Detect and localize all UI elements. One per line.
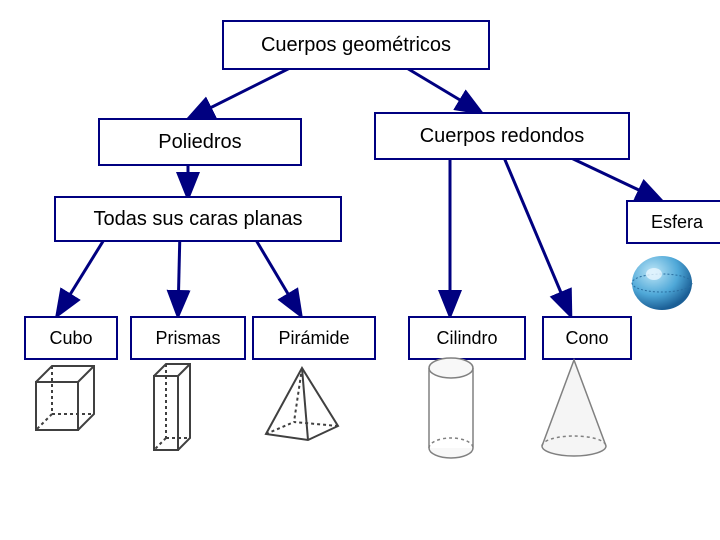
node-poliedros-label: Poliedros <box>158 131 241 154</box>
cylinder-icon <box>424 356 478 460</box>
sphere-icon <box>630 254 694 312</box>
node-piramide: Pirámide <box>252 316 376 360</box>
node-esfera: Esfera <box>626 200 720 244</box>
node-piramide-label: Pirámide <box>278 328 349 349</box>
node-esfera-label: Esfera <box>651 212 703 233</box>
node-root-label: Cuerpos geométricos <box>261 34 451 57</box>
cube-icon <box>32 362 98 436</box>
node-cilindro: Cilindro <box>408 316 526 360</box>
node-cubo-label: Cubo <box>49 328 92 349</box>
node-redondos-label: Cuerpos redondos <box>420 125 585 148</box>
node-cubo: Cubo <box>24 316 118 360</box>
node-cilindro-label: Cilindro <box>436 328 497 349</box>
node-poliedros: Poliedros <box>98 118 302 166</box>
node-caras-label: Todas sus caras planas <box>93 208 302 231</box>
node-redondos: Cuerpos redondos <box>374 112 630 160</box>
cone-icon <box>536 356 612 460</box>
node-prismas: Prismas <box>130 316 246 360</box>
node-cono: Cono <box>542 316 632 360</box>
node-caras: Todas sus caras planas <box>54 196 342 242</box>
node-root: Cuerpos geométricos <box>222 20 490 70</box>
pyramid-icon <box>260 364 344 444</box>
node-cono-label: Cono <box>565 328 608 349</box>
edges-layer <box>0 0 720 540</box>
node-prismas-label: Prismas <box>155 328 220 349</box>
prism-icon <box>150 362 196 456</box>
